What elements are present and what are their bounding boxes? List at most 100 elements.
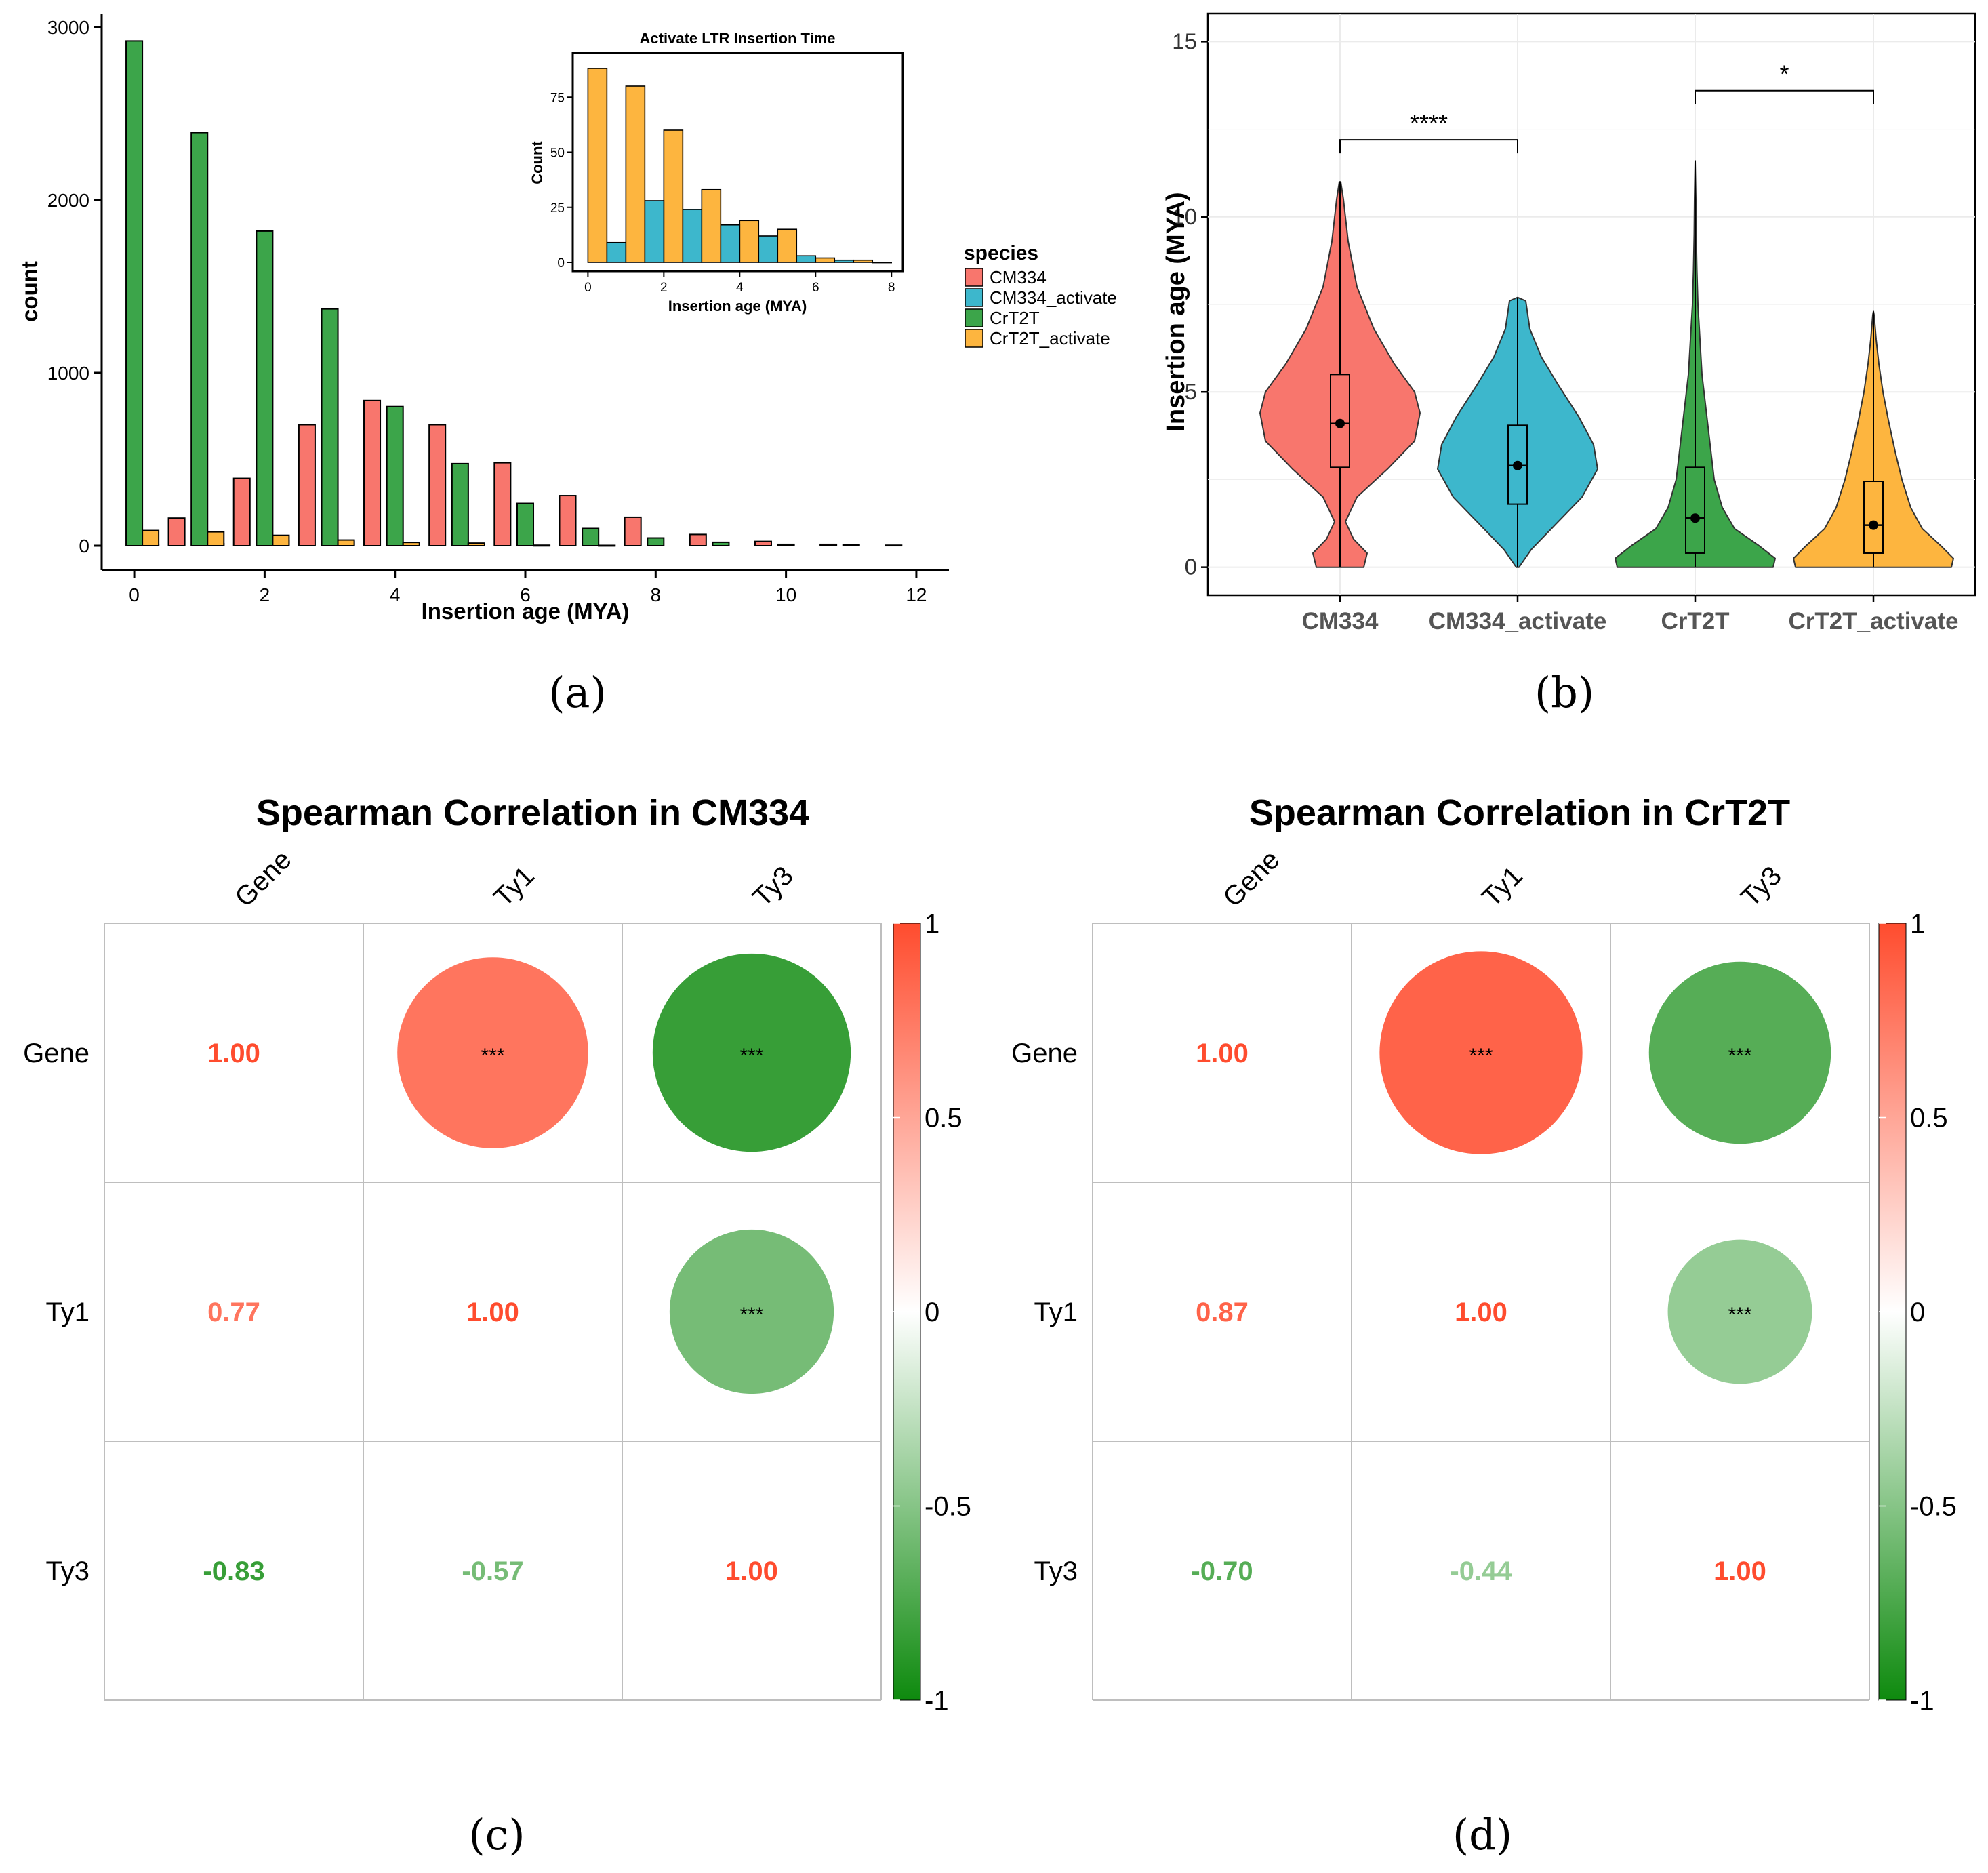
d-matrix-row-label-Gene: Gene (1011, 1039, 1078, 1068)
a-inset-bar-CrT2T_activate-0 (625, 85, 646, 263)
a-inset-bar-CrT2T_activate-1 (663, 129, 684, 263)
a-bar-CM334-9 (754, 540, 772, 546)
a-y-tick-label: 3000 (47, 17, 89, 38)
a-bar-CrT2T-2 (256, 230, 274, 546)
a-bar-CrT2T-4 (386, 405, 404, 546)
a-x-tick-label: 10 (775, 584, 796, 605)
a-bars (125, 40, 903, 547)
a-bar-CM334-1 (232, 477, 251, 546)
a-inset-y-tick-label: 0 (557, 256, 565, 270)
a-inset-bars (587, 68, 893, 264)
a-bar-CM334-5 (493, 462, 512, 546)
d-matrix-circle-1-2 (1667, 1239, 1812, 1384)
c-matrix-colorbar-label: -0.5 (925, 1492, 971, 1522)
a-bar-CM334-11 (885, 544, 903, 547)
b-x-tick-label-CrT2T: CrT2T (1661, 608, 1729, 635)
a-inset-bar-CrT2T_activate-2 (739, 220, 760, 263)
panel-d-correlation: Spearman Correlation in CrT2T Gene Gene Ty… (1011, 792, 1957, 1859)
c-matrix-sig-1-2: *** (739, 1304, 763, 1326)
panel-label-c: (c) (468, 1810, 525, 1859)
d-matrix-value-1-1: 1.00 (1455, 1297, 1507, 1327)
a-bar-CM334-2 (298, 424, 316, 546)
a-x-tick-label: 2 (260, 584, 270, 605)
d-matrix-value-2-1: -0.44 (1450, 1556, 1512, 1586)
panel-label-d: (d) (1453, 1810, 1512, 1859)
c-matrix: Gene Gene Ty1 Ty1 Ty3 Ty3 1.00 *** *** 0.77 1.00 **… (23, 845, 971, 1716)
panel-c-correlation: Spearman Correlation in CM334 Gene Gene Ty… (23, 792, 971, 1859)
d-matrix-colorbar-label: -0.5 (1910, 1492, 1957, 1522)
a-bar-CM334-10 (819, 543, 838, 547)
a-bar-CM334-6 (559, 495, 577, 546)
a-bar-CM334-7 (624, 516, 642, 546)
panel-label-a: (a) (548, 668, 606, 717)
c-matrix-row-label-Ty3: Ty3 (46, 1556, 89, 1586)
d-matrix-value-2-2: 1.00 (1713, 1556, 1766, 1586)
a-inset-bar-CM334_activate-2 (796, 255, 817, 263)
a-inset-bar-CM334_activate-1 (682, 209, 703, 263)
a-inset-bar-CrT2T_activate-1 (701, 188, 722, 263)
legend-title: species (964, 242, 1038, 264)
a-inset-y-tick-label: 50 (550, 146, 565, 161)
a-inset-bar-CM334_activate-0 (644, 200, 665, 263)
a-inset-bar-CM334_activate-2 (758, 235, 779, 263)
a-bar-CrT2T_activate-5 (467, 542, 485, 546)
a-bar-CrT2T_activate-4 (402, 542, 420, 547)
c-matrix-value-2-1: -0.57 (462, 1556, 523, 1586)
c-matrix-colorbar-label: 0 (925, 1297, 939, 1327)
a-x-tick-label: 12 (906, 584, 927, 605)
d-title: Spearman Correlation in CrT2T (1249, 792, 1790, 833)
a-bar-CrT2T_activate-0 (142, 529, 160, 546)
panel-a-histogram: 0 2 4 6 8 10 12 0 1000 2000 3000 Insertion age (MY… (17, 14, 1117, 717)
legend-swatch-CM334_activate (965, 288, 983, 307)
b-violins (1259, 160, 1954, 568)
a-y-tick-label: 0 (79, 536, 89, 557)
d-matrix-value-0-0: 1.00 (1196, 1039, 1249, 1068)
a-inset-chart: 0 2 4 6 8 0 25 50 75 Activate LTR Insertion Time… (529, 30, 904, 315)
b-x-tick-label-CrT2T_activate: CrT2T_activate (1789, 608, 1959, 635)
c-matrix-colorbar-label: 1 (925, 909, 939, 939)
c-matrix-colorbar-label: -1 (925, 1686, 949, 1716)
a-inset-bar-CM334_activate-1 (720, 224, 741, 263)
a-x-tick-label: 4 (390, 584, 401, 605)
d-matrix-sig-0-1: *** (1469, 1045, 1493, 1067)
d-matrix-sig-0-2: *** (1728, 1045, 1751, 1067)
a-x-tick-label: 0 (129, 584, 140, 605)
d-matrix-row-label-Ty1: Ty1 (1034, 1297, 1078, 1327)
a-bar-CrT2T-3 (321, 308, 339, 546)
c-matrix-col-label-Ty1: Ty1 (488, 861, 540, 913)
a-bar-CrT2T-10 (777, 543, 795, 547)
d-matrix-circle-0-2 (1648, 961, 1831, 1144)
a-inset-bar-CM334_activate-3 (872, 262, 893, 264)
a-inset-axes: 0 2 4 6 8 0 25 50 75 (550, 91, 895, 295)
c-matrix-circle-0-1 (397, 957, 588, 1148)
legend-swatch-CrT2T_activate (965, 329, 983, 348)
species-legend: species CM334CM334_activateCrT2TCrT2T_ac… (964, 242, 1117, 348)
b-comparison-label: * (1779, 60, 1789, 88)
b-y-tick-label: 15 (1172, 28, 1197, 54)
a-inset-bar-CrT2T_activate-3 (853, 259, 874, 263)
d-matrix-value-2-0: -0.70 (1191, 1556, 1253, 1586)
a-bar-CrT2T-8 (647, 537, 665, 547)
a-y-tick-label: 1000 (47, 363, 89, 384)
a-bar-CrT2T-0 (125, 40, 144, 546)
b-y-tick-label: 10 (1172, 204, 1197, 229)
a-y-tick-label: 2000 (47, 190, 89, 211)
a-bar-CrT2T_activate-2 (272, 534, 290, 547)
c-matrix-sig-0-2: *** (739, 1045, 763, 1067)
a-inset-bar-CrT2T_activate-3 (815, 257, 836, 263)
a-inset-bar-CM334_activate-0 (606, 241, 627, 263)
b-y-tick-label: 0 (1185, 555, 1197, 580)
a-xlabel: Insertion age (MYA) (422, 599, 630, 624)
a-inset-bar-CrT2T_activate-0 (587, 68, 608, 263)
d-matrix-col-label-Ty3: Ty3 (1735, 861, 1787, 913)
a-ylabel: count (17, 261, 42, 322)
a-inset-y-tick-label: 75 (550, 91, 565, 105)
d-matrix-colorbar-label: 1 (1910, 909, 1925, 939)
c-title: Spearman Correlation in CM334 (256, 792, 809, 833)
c-matrix-sig-0-1: *** (481, 1045, 504, 1067)
c-matrix-value-2-2: 1.00 (725, 1556, 778, 1586)
d-matrix-circle-0-1 (1379, 951, 1583, 1154)
d-matrix-sig-1-2: *** (1728, 1304, 1751, 1326)
b-box-CrT2T (1685, 466, 1705, 554)
